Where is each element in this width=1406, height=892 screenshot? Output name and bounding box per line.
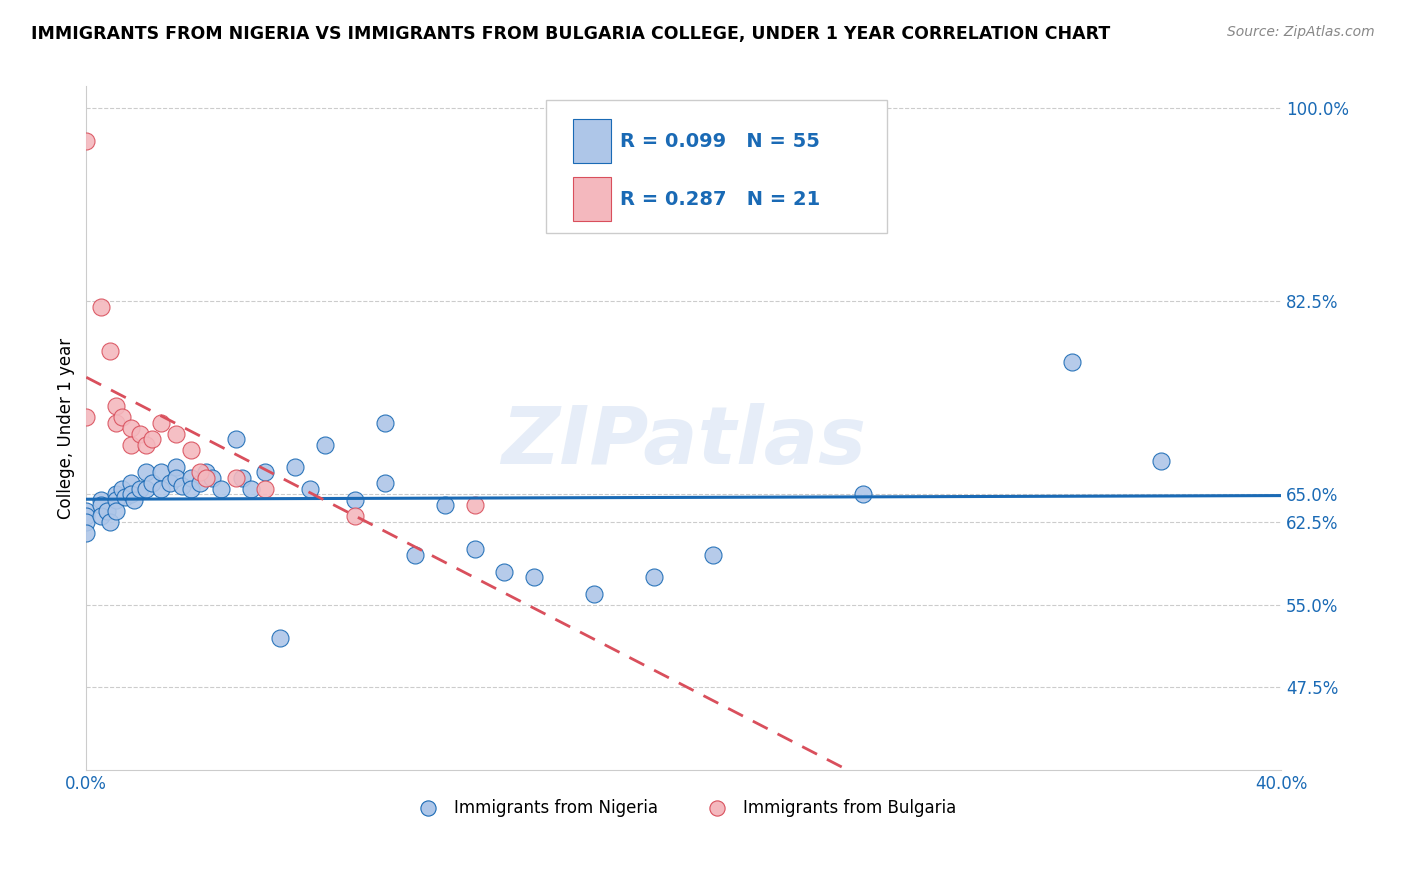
FancyBboxPatch shape [547, 100, 887, 234]
Point [149, 416, 172, 430]
Point [209, 482, 232, 496]
Point [135, 465, 157, 479]
FancyBboxPatch shape [572, 119, 610, 163]
Point [129, 482, 152, 496]
Point [582, 586, 605, 600]
Point [194, 471, 217, 485]
Point [105, 492, 128, 507]
Point [114, 490, 136, 504]
Point [852, 487, 875, 501]
Point [254, 482, 277, 496]
Point [90, 300, 112, 314]
Point [105, 399, 128, 413]
Point [120, 421, 142, 435]
Point [122, 492, 145, 507]
Point [98, 343, 121, 358]
Point [90, 492, 112, 507]
Point [523, 570, 546, 584]
Point [141, 432, 163, 446]
Point [344, 492, 367, 507]
Point [75, 525, 97, 540]
Point [159, 476, 181, 491]
Point [464, 542, 486, 557]
Legend: Immigrants from Nigeria, Immigrants from Bulgaria: Immigrants from Nigeria, Immigrants from… [404, 792, 963, 823]
Point [141, 476, 163, 491]
Point [75, 504, 97, 518]
Point [180, 482, 202, 496]
Text: ZIPatlas: ZIPatlas [501, 403, 866, 481]
Text: Source: ZipAtlas.com: Source: ZipAtlas.com [1227, 25, 1375, 39]
Point [111, 482, 134, 496]
Point [105, 487, 128, 501]
Point [299, 482, 322, 496]
Point [165, 426, 187, 441]
Point [225, 432, 247, 446]
Point [165, 471, 187, 485]
Point [344, 509, 367, 524]
Point [105, 416, 128, 430]
Point [194, 465, 217, 479]
Point [231, 471, 253, 485]
Point [314, 438, 336, 452]
Point [170, 478, 193, 492]
Point [111, 410, 134, 425]
FancyBboxPatch shape [572, 177, 610, 221]
Point [75, 509, 97, 524]
Point [75, 515, 97, 529]
Point [135, 438, 157, 452]
Point [225, 471, 247, 485]
Y-axis label: College, Under 1 year: College, Under 1 year [58, 337, 75, 519]
Point [120, 476, 142, 491]
Point [1150, 454, 1173, 468]
Point [404, 548, 426, 562]
Point [374, 416, 396, 430]
Point [201, 471, 224, 485]
Text: R = 0.287   N = 21: R = 0.287 N = 21 [620, 190, 821, 209]
Point [165, 459, 187, 474]
Point [90, 509, 112, 524]
Point [188, 476, 211, 491]
Point [120, 438, 142, 452]
Point [180, 471, 202, 485]
Point [269, 631, 291, 645]
Point [180, 443, 202, 458]
Point [90, 499, 112, 513]
Text: R = 0.099   N = 55: R = 0.099 N = 55 [620, 131, 820, 151]
Point [129, 426, 152, 441]
Point [149, 465, 172, 479]
Point [433, 499, 456, 513]
Point [702, 548, 724, 562]
Point [135, 482, 157, 496]
Point [239, 482, 262, 496]
Point [75, 135, 97, 149]
Point [464, 499, 486, 513]
Point [643, 570, 665, 584]
Point [284, 459, 307, 474]
Point [1060, 355, 1083, 369]
Point [149, 482, 172, 496]
Point [120, 487, 142, 501]
Point [98, 515, 121, 529]
Point [188, 465, 211, 479]
Point [105, 504, 128, 518]
Point [254, 465, 277, 479]
Point [75, 410, 97, 425]
Point [96, 504, 118, 518]
Point [494, 565, 516, 579]
Text: IMMIGRANTS FROM NIGERIA VS IMMIGRANTS FROM BULGARIA COLLEGE, UNDER 1 YEAR CORREL: IMMIGRANTS FROM NIGERIA VS IMMIGRANTS FR… [31, 25, 1111, 43]
Point [374, 476, 396, 491]
